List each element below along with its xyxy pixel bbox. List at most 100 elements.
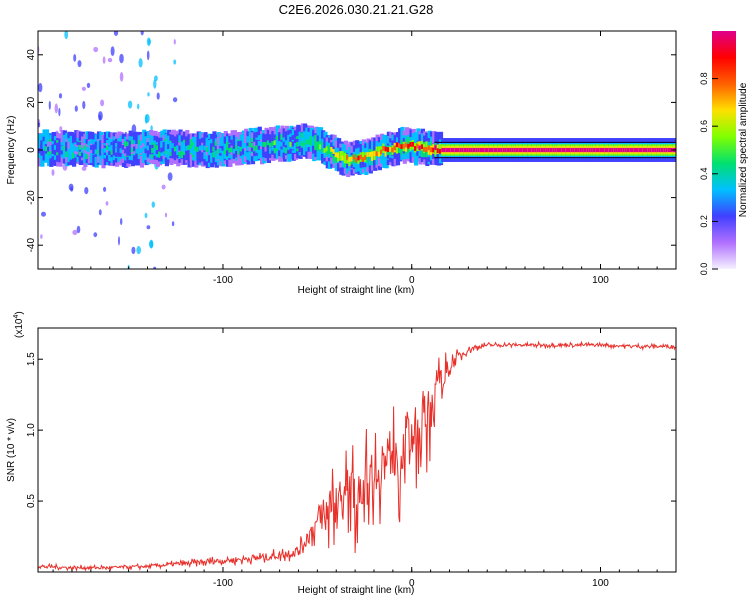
noise-speckle: [107, 57, 113, 63]
ridge-cell: [250, 142, 256, 148]
ridge-cell: [183, 144, 188, 150]
noise-speckle: [164, 212, 168, 218]
ridge-cell: [246, 146, 251, 151]
ridge-cell: [160, 147, 165, 153]
ridge-cell: [99, 144, 104, 154]
ridge-cell: [645, 147, 650, 153]
noise-speckle: [131, 246, 136, 255]
ridge-cell: [235, 145, 240, 150]
figure-title: C2E6.2026.030.21.21.G28: [279, 2, 434, 17]
ridge-cell: [176, 146, 181, 151]
ridge-cell: [171, 144, 176, 154]
ridge-cell: [649, 147, 654, 153]
ridge-cell: [626, 147, 632, 153]
ridge-cell: [201, 144, 206, 150]
ridge-cell: [624, 147, 629, 153]
ridge-cell: [493, 147, 498, 153]
ridge-cell: [425, 141, 430, 151]
ridge-cell: [361, 157, 367, 162]
ridge-cell: [117, 149, 122, 155]
ridge-cell: [380, 149, 385, 155]
ridge-cell: [158, 144, 163, 149]
ridge-cell: [420, 144, 425, 150]
ridge-cell: [128, 147, 133, 153]
ridge-cell: [106, 145, 111, 151]
ridge-cell: [588, 147, 593, 153]
snr-multiplier: (x104): [13, 311, 25, 338]
ridge-cell: [423, 147, 428, 152]
colorbar: 0.0 0.2 0.4 0.6 0.8 Normalized spectral ampl…: [699, 31, 749, 275]
ridge-cell: [121, 145, 126, 150]
ridge-cell: [443, 147, 448, 153]
ridge-cell: [323, 148, 328, 153]
ridge-cell: [436, 148, 441, 154]
ridge-cell: [171, 143, 176, 148]
ridge-cell: [239, 146, 244, 152]
ridge-cell: [450, 147, 455, 153]
ridge-cell: [658, 147, 663, 153]
ridge-cell: [40, 144, 45, 149]
noise-speckle: [74, 105, 78, 112]
ridge-cell: [339, 151, 344, 161]
ridge-cell: [543, 147, 548, 153]
ridge-cell: [343, 152, 348, 163]
ridge-cell: [144, 148, 149, 154]
colorbar-tick-label: 0.0: [699, 263, 709, 276]
ridge-cell: [592, 147, 598, 153]
ridge-cell: [167, 144, 172, 149]
snr-ytick-label: 1.0: [26, 423, 37, 437]
ridge-cell: [615, 147, 620, 153]
spectrogram-ytick-label: 20: [26, 96, 37, 108]
ridge-cell: [99, 149, 104, 155]
ridge-cell: [536, 147, 541, 153]
ridge-cell: [119, 148, 124, 153]
ridge-cell: [187, 145, 192, 150]
ridge-cell: [318, 144, 324, 150]
ridge-cell: [463, 147, 468, 153]
ridge-cell: [434, 145, 439, 150]
ridge-cell: [164, 141, 169, 151]
noise-speckle: [105, 201, 109, 206]
noise-speckle: [48, 100, 51, 110]
ridge-cell: [289, 136, 294, 147]
ridge-cell: [622, 147, 627, 153]
ridge-cell: [169, 142, 174, 152]
ridge-cell: [216, 149, 222, 154]
ridge-cell: [110, 145, 115, 155]
noise-speckle: [119, 53, 124, 64]
ridge-cell: [604, 147, 609, 153]
noise-speckle: [146, 225, 151, 230]
ridge-cell: [352, 154, 357, 160]
noise-speckle: [154, 75, 158, 82]
ridge-cell: [81, 142, 86, 153]
ridge-cell: [384, 147, 389, 157]
ridge-cell: [572, 147, 577, 153]
ridge-cell: [212, 146, 217, 152]
ridge-cell: [316, 142, 321, 152]
ridge-cell: [559, 147, 564, 153]
ridge-cell: [579, 147, 584, 153]
ridge-cell: [264, 142, 269, 148]
ridge-cell: [334, 152, 339, 158]
ridge-cell: [461, 147, 466, 153]
noise-speckle: [138, 58, 143, 68]
noise-speckle: [149, 239, 154, 249]
ridge-cell: [561, 147, 566, 153]
noise-speckle: [118, 236, 120, 246]
ridge-cell: [327, 146, 333, 152]
ridge-cell: [294, 143, 299, 148]
ridge-cell: [330, 147, 335, 152]
ridge-cell: [135, 148, 140, 154]
ridge-cell: [67, 141, 72, 152]
ridge-cell: [511, 147, 516, 153]
noise-speckle: [153, 266, 157, 269]
ridge-cell: [568, 147, 573, 153]
ridge-cell: [520, 147, 525, 153]
noise-speckle: [153, 79, 157, 89]
ridge-cell: [72, 147, 77, 153]
ridge-cell: [386, 147, 391, 152]
ridge-cell: [309, 137, 314, 142]
ridge-cell: [574, 147, 579, 153]
colorbar-tick-label: 0.6: [699, 120, 709, 133]
ridge-cell: [230, 147, 235, 153]
